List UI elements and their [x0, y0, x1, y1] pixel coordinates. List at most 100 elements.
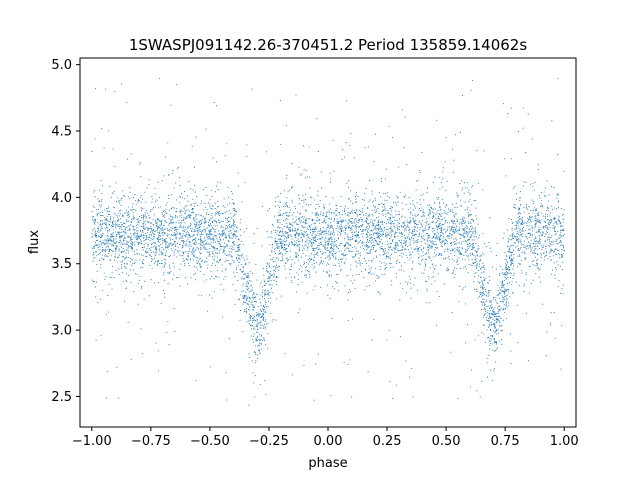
data-point [106, 234, 108, 236]
data-point [346, 100, 348, 102]
data-point [331, 246, 333, 248]
data-point [511, 281, 513, 283]
data-point [116, 366, 118, 368]
data-point [246, 155, 248, 157]
data-point [468, 200, 470, 202]
data-point [468, 238, 470, 241]
data-point [378, 220, 380, 222]
data-point [191, 227, 193, 229]
data-point [467, 323, 469, 325]
data-point [311, 253, 313, 255]
data-point [438, 233, 440, 235]
data-point [511, 227, 513, 230]
data-point [353, 225, 355, 227]
data-point [165, 238, 167, 240]
data-point [412, 262, 414, 264]
data-point [483, 333, 485, 335]
data-point [426, 187, 429, 189]
data-point [456, 218, 458, 220]
data-point [133, 232, 135, 234]
data-point [103, 239, 105, 241]
data-point [279, 232, 281, 234]
data-point [398, 269, 400, 271]
data-point [505, 259, 507, 261]
data-point [226, 204, 229, 206]
data-point [340, 219, 342, 221]
data-point [352, 234, 354, 236]
data-point [344, 285, 346, 287]
data-point [113, 229, 115, 231]
data-point [527, 113, 529, 115]
data-point [517, 249, 519, 252]
data-point [400, 249, 402, 251]
data-point [467, 231, 469, 233]
data-point [331, 286, 333, 288]
data-point [250, 335, 252, 337]
data-point [280, 295, 282, 297]
data-point [517, 227, 519, 229]
data-point [224, 211, 226, 214]
data-point [441, 253, 443, 255]
data-point [400, 233, 402, 235]
data-point [121, 268, 123, 270]
data-point [124, 229, 126, 231]
data-point [531, 260, 533, 263]
data-point [151, 228, 153, 230]
data-point [385, 249, 387, 251]
data-point [154, 187, 156, 189]
data-point [561, 244, 563, 246]
data-point [257, 354, 259, 356]
data-point [126, 240, 128, 242]
data-point [96, 263, 98, 266]
data-point [326, 216, 328, 218]
data-point [534, 237, 537, 239]
data-point [202, 233, 204, 236]
data-point [331, 317, 333, 320]
data-point [302, 145, 305, 147]
data-point [485, 319, 487, 321]
data-point [159, 263, 161, 265]
data-point [489, 305, 491, 307]
data-point [254, 301, 256, 303]
data-point [132, 197, 135, 199]
data-point [136, 227, 138, 229]
data-point [514, 237, 516, 239]
data-point [289, 223, 291, 225]
data-point [152, 219, 154, 221]
data-point [371, 225, 373, 227]
data-point [513, 254, 515, 256]
data-point [150, 255, 152, 257]
data-point [257, 328, 259, 331]
data-point [422, 231, 424, 233]
data-point [120, 235, 122, 237]
data-point [559, 236, 561, 239]
data-point [197, 257, 199, 259]
data-point [337, 221, 339, 224]
data-point [246, 281, 248, 283]
data-point [540, 206, 542, 208]
data-point [176, 243, 179, 245]
data-point [418, 263, 420, 265]
data-point [471, 228, 473, 230]
data-point [433, 234, 435, 236]
data-point [479, 294, 481, 296]
data-point [132, 232, 134, 235]
data-point [305, 230, 307, 232]
data-point [476, 390, 478, 392]
data-point [275, 229, 277, 232]
data-point [335, 264, 337, 266]
data-point [469, 252, 471, 254]
data-point [485, 309, 487, 311]
data-point [548, 224, 551, 226]
data-point [160, 224, 162, 226]
data-point [253, 296, 255, 298]
data-point [201, 259, 203, 261]
data-point [302, 195, 304, 197]
data-point [341, 261, 343, 263]
data-point [437, 273, 439, 275]
data-point [456, 261, 458, 263]
data-point [440, 215, 442, 217]
data-point [559, 265, 561, 267]
data-point [476, 218, 478, 220]
data-point [361, 242, 363, 244]
